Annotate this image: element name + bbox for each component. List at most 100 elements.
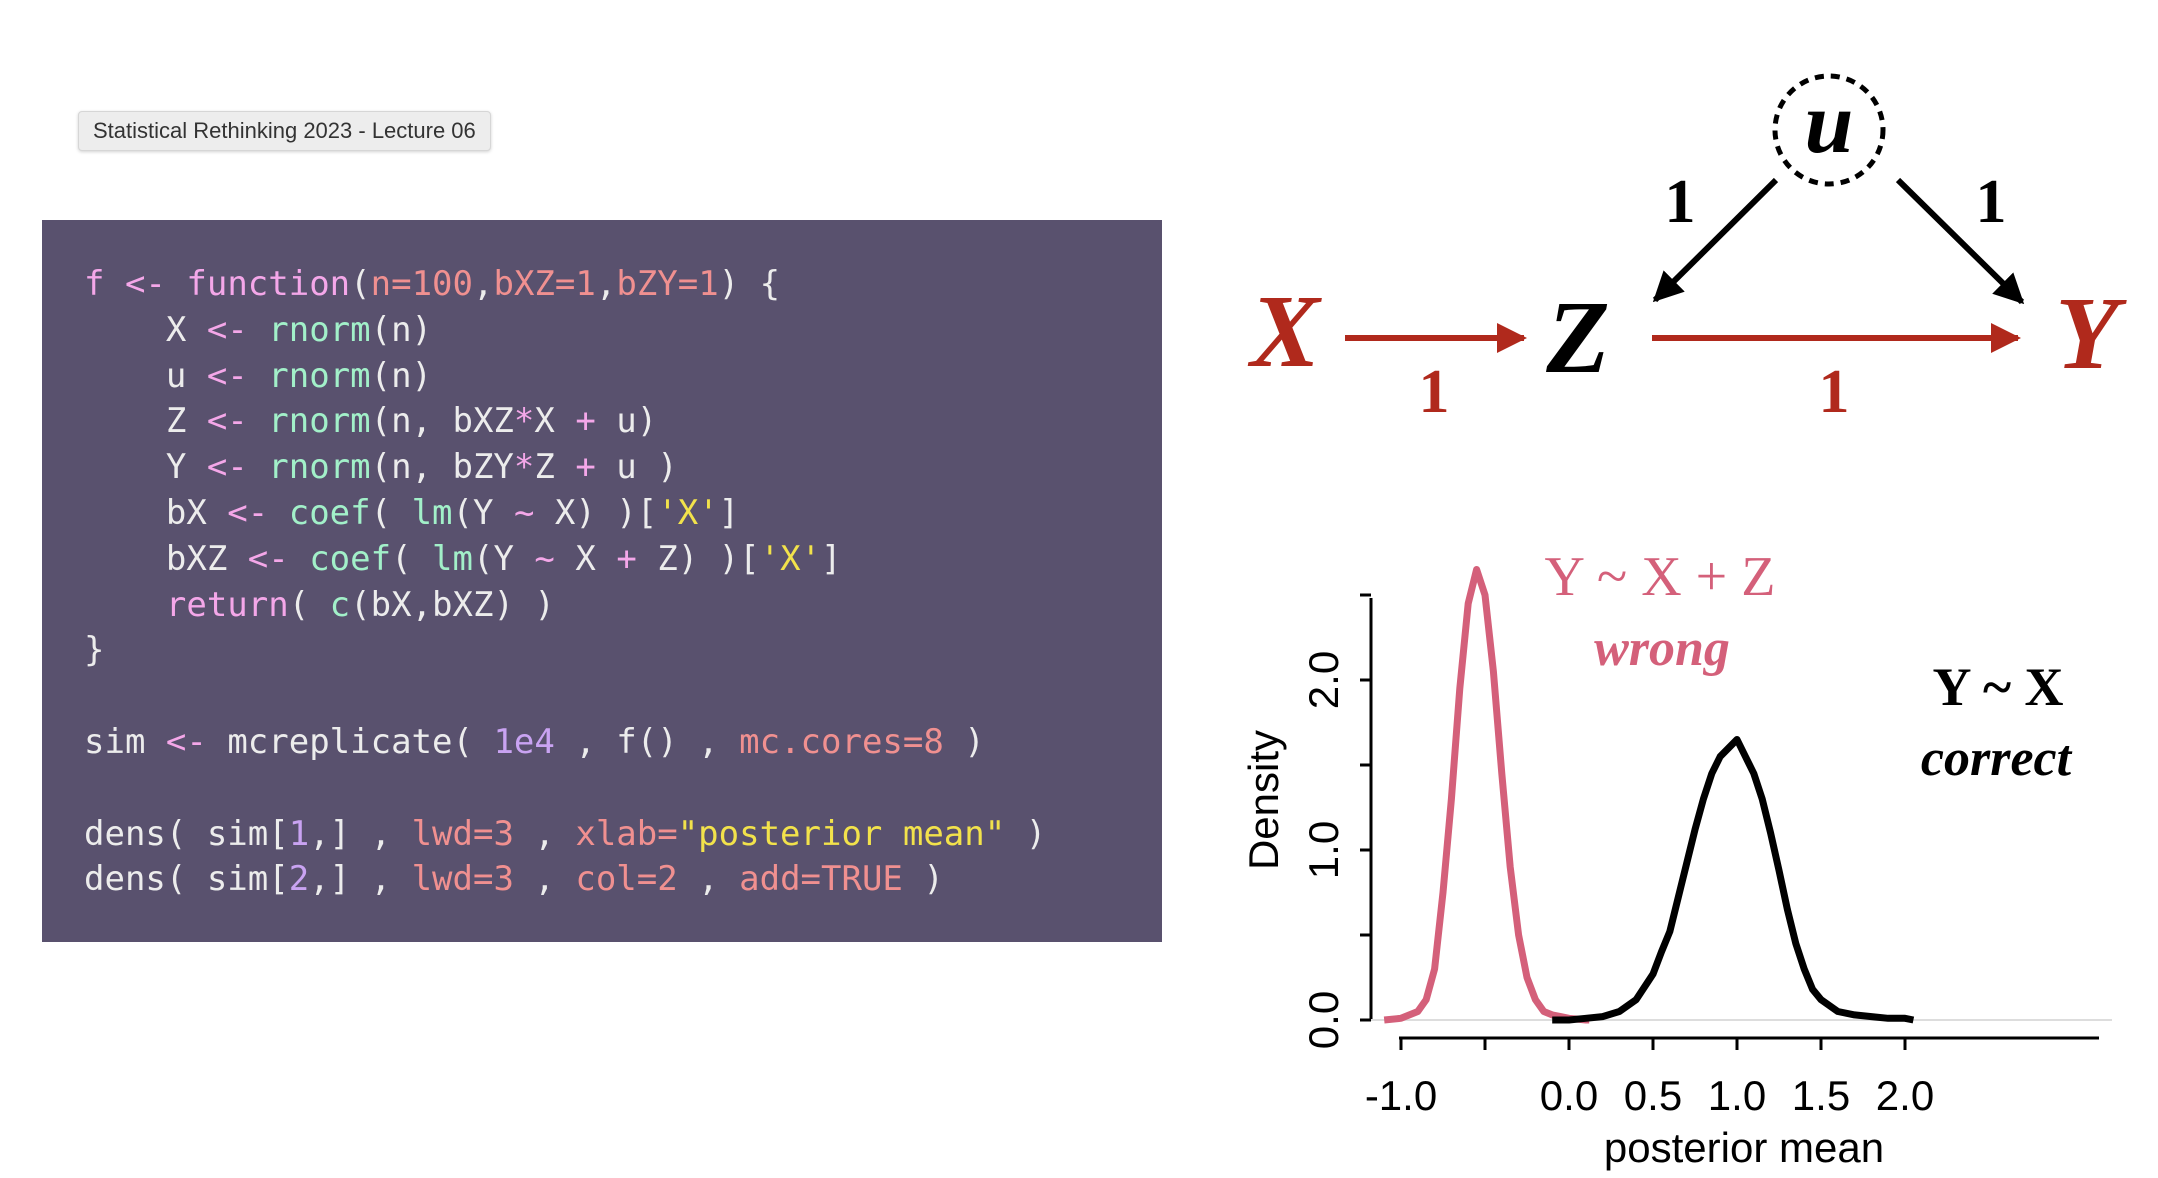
dag-node-u: u: [1805, 75, 1854, 172]
dag-node-z: Z: [1545, 280, 1610, 395]
lecture-title-tab: Statistical Rethinking 2023 - Lecture 06: [78, 111, 491, 151]
code-line: bXZ <- coef( lm(Y ~ X + Z) )['X']: [84, 537, 1162, 583]
dag-edge-u-z: [1652, 177, 1779, 303]
correct-model-label: Y ~ X: [1932, 657, 2063, 717]
code-token: ,: [554, 721, 617, 762]
density-plot: 0.0 1.0 2.0 -1.0 0.0 0.5 1.0 1.5 2.0 Density po…: [1240, 546, 2112, 1171]
x-tick-label: 1.0: [1708, 1072, 1766, 1119]
code-token: X: [534, 401, 576, 442]
code-token: mc.cores=8: [739, 721, 944, 762]
code-token: +: [575, 447, 596, 488]
code-token: ]: [821, 538, 842, 579]
code-token: 1e4: [493, 721, 555, 762]
code-token: Z: [534, 447, 576, 488]
code-token: bXZ=1: [493, 264, 596, 304]
y-tick-label: 2.0: [1300, 651, 1347, 709]
y-axis-label: Density: [1240, 730, 1287, 870]
code-token: ): [943, 721, 985, 762]
code-token: (n): [370, 309, 433, 350]
code-token: (n, bXZ: [370, 401, 514, 442]
code-line: dens( sim[2,] , lwd=3 , col=2 , add=TRUE…: [84, 857, 1162, 903]
code-token: rnorm: [268, 355, 371, 396]
code-token: ,: [513, 859, 576, 900]
dag-node-y: Y: [2055, 276, 2127, 391]
x-ticks: -1.0 0.0 0.5 1.0 1.5 2.0: [1365, 1038, 1934, 1119]
y-tick-label: 0.0: [1300, 991, 1347, 1049]
code-token: lm: [432, 538, 473, 579]
code-token: X: [554, 538, 617, 579]
code-token: mcreplicate: [227, 721, 453, 762]
code-token: Z: [84, 401, 207, 442]
code-token: *: [513, 401, 535, 442]
code-token: c: [329, 584, 351, 625]
code-token: ,: [472, 264, 494, 304]
code-token: (: [350, 264, 371, 304]
series-lines: [1383, 566, 1915, 1024]
code-token: Y: [84, 447, 207, 488]
code-token: ~: [513, 492, 535, 533]
code-token: f: [84, 264, 105, 304]
wrong-model-label: Y ~ X + Z: [1545, 546, 1776, 608]
code-token: 'X': [759, 538, 822, 579]
code-token: ,] ,: [309, 813, 412, 854]
code-token: lm: [411, 492, 453, 533]
code-token: return: [165, 584, 289, 625]
code-token: rnorm: [268, 447, 371, 488]
code-token: ,: [513, 813, 576, 854]
dag-label-u-y: 1: [1976, 168, 2007, 236]
code-token: <-: [104, 264, 187, 304]
code-token: <-: [206, 401, 269, 442]
dag-label-z-y: 1: [1819, 358, 1850, 426]
y-ticks: 0.0 1.0 2.0: [1300, 593, 1371, 1049]
code-line: sim <- mcreplicate( 1e4 , f() , mc.cores…: [84, 720, 1162, 766]
code-token: rnorm: [268, 309, 371, 350]
code-token: X: [84, 309, 207, 350]
code-token: 1: [288, 813, 310, 854]
code-token: u: [84, 355, 207, 396]
code-token: <-: [206, 447, 269, 488]
code-token: u): [595, 401, 658, 442]
code-line: Z <- rnorm(n, bXZ*X + u): [84, 399, 1162, 445]
code-token: ]: [718, 492, 740, 533]
code-line: }: [84, 628, 1162, 674]
code-token: (: [452, 721, 494, 762]
dag-label-x-z: 1: [1419, 358, 1450, 426]
code-token: function: [186, 264, 351, 304]
correct-model-annotation: correct: [1921, 730, 2073, 787]
y-tick-label: 1.0: [1300, 821, 1347, 879]
code-token: (: [370, 492, 412, 533]
code-token: coef: [309, 538, 392, 579]
code-token: rnorm: [268, 401, 371, 442]
code-token: +: [616, 538, 637, 579]
code-token: lwd=3: [411, 859, 514, 900]
code-token: (bX,bXZ) ): [350, 584, 555, 625]
code-line: X <- rnorm(n): [84, 308, 1162, 354]
code-line: return( c(bX,bXZ) ): [84, 583, 1162, 629]
code-token: u ): [595, 447, 678, 488]
code-token: add=TRUE: [739, 859, 903, 900]
code-token: <-: [247, 538, 310, 579]
code-token: Z) )[: [636, 538, 760, 579]
code-token: ): [902, 859, 944, 900]
code-token: <-: [206, 355, 269, 396]
code-token: bXZ: [84, 538, 248, 579]
code-token: bZY=1: [616, 264, 719, 304]
code-token: ( sim[: [165, 813, 289, 854]
code-token: xlab=: [575, 813, 678, 854]
x-tick-label: -1.0: [1365, 1072, 1437, 1119]
code-token: ,] ,: [309, 859, 412, 900]
code-token: f: [616, 721, 637, 762]
code-token: (n): [370, 355, 433, 396]
wrong-model-annotation: wrong: [1594, 620, 1730, 677]
code-token: 'X': [657, 492, 719, 533]
code-token: dens: [84, 859, 166, 900]
code-token: dens: [84, 813, 166, 854]
code-token: ,: [677, 859, 740, 900]
code-block: f <- function(n=100,bXZ=1,bZY=1) { X <- …: [42, 220, 1162, 942]
x-axis-label: posterior mean: [1604, 1124, 1884, 1171]
code-token: ,: [595, 264, 617, 304]
code-token: 2: [288, 859, 310, 900]
dag-node-x: X: [1247, 274, 1322, 389]
code-token: (Y: [472, 538, 535, 579]
